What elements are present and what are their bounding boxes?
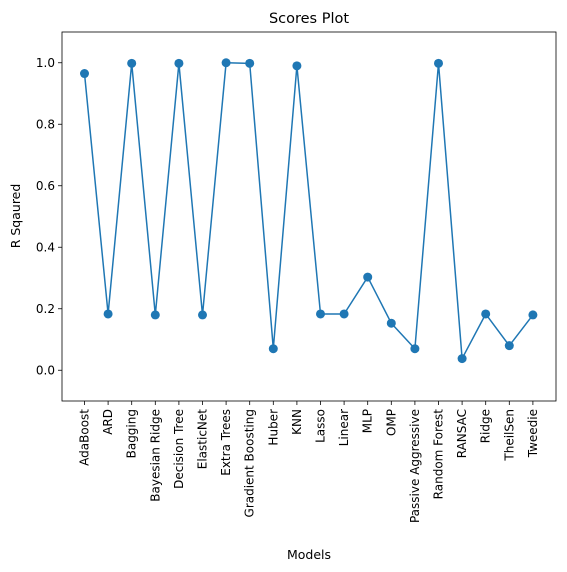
plot-area: 0.0 0.2 0.4 0.6 0.8 1.0 AdaBoost ARD Bagging Baye… — [36, 31, 557, 523]
y-tick-label: 0.4 — [36, 240, 55, 254]
data-point — [316, 309, 325, 319]
y-tick-label: 0.8 — [36, 117, 55, 131]
y-tick-label: 0.2 — [36, 302, 55, 316]
x-tick-label: OMP — [384, 409, 398, 436]
plot-frame — [61, 31, 557, 402]
y-tick-label: 1.0 — [36, 56, 55, 70]
x-tick-label: RANSAC — [455, 409, 469, 458]
data-point — [434, 58, 443, 68]
x-tick-label: Decision Tree — [172, 409, 186, 489]
data-point — [103, 309, 113, 319]
x-tick-label: Bagging — [125, 409, 139, 458]
x-tick-label: Gradient Boosting — [243, 409, 257, 517]
data-point — [221, 58, 231, 68]
x-tick-label: AdaBoost — [78, 409, 92, 466]
data-point — [528, 310, 538, 320]
data-point — [504, 341, 514, 351]
x-tick-label: Random Forest — [432, 409, 446, 500]
x-tick-label: ElasticNet — [196, 409, 210, 470]
chart-title: Scores Plot — [269, 11, 349, 27]
data-point — [174, 58, 184, 68]
x-tick-label: Tweedie — [526, 409, 540, 458]
y-tick-label: 0.6 — [36, 179, 55, 193]
data-point — [386, 318, 396, 328]
data-point — [245, 58, 255, 68]
x-tick-label: Ridge — [479, 409, 493, 443]
x-tick-label: MLP — [361, 409, 375, 433]
data-point — [410, 344, 420, 354]
data-point — [150, 310, 160, 320]
data-point — [268, 344, 278, 354]
x-tick-label: Huber — [266, 409, 280, 446]
data-point — [198, 310, 207, 320]
x-tick-label: Bayesian Ridge — [148, 409, 162, 502]
y-axis-label: R Sqaured — [8, 184, 23, 249]
data-point — [80, 69, 89, 79]
data-point — [363, 272, 373, 282]
data-point — [292, 61, 302, 71]
data-point — [127, 58, 137, 68]
series-line — [83, 62, 534, 360]
x-tick-label: Linear — [337, 409, 351, 446]
x-tick-label: Extra Trees — [219, 409, 233, 476]
x-tick-label: ARD — [101, 409, 115, 435]
x-tick-label: TheilSen — [502, 409, 516, 462]
y-tick-label: 0.0 — [36, 363, 55, 377]
data-point — [339, 309, 349, 319]
x-axis-label: Models — [287, 547, 331, 562]
data-point — [457, 354, 467, 364]
data-point — [481, 309, 491, 319]
x-tick-label: KNN — [290, 409, 304, 435]
x-tick-label: Passive Aggressive — [408, 409, 422, 523]
x-tick-label: Lasso — [314, 409, 328, 443]
